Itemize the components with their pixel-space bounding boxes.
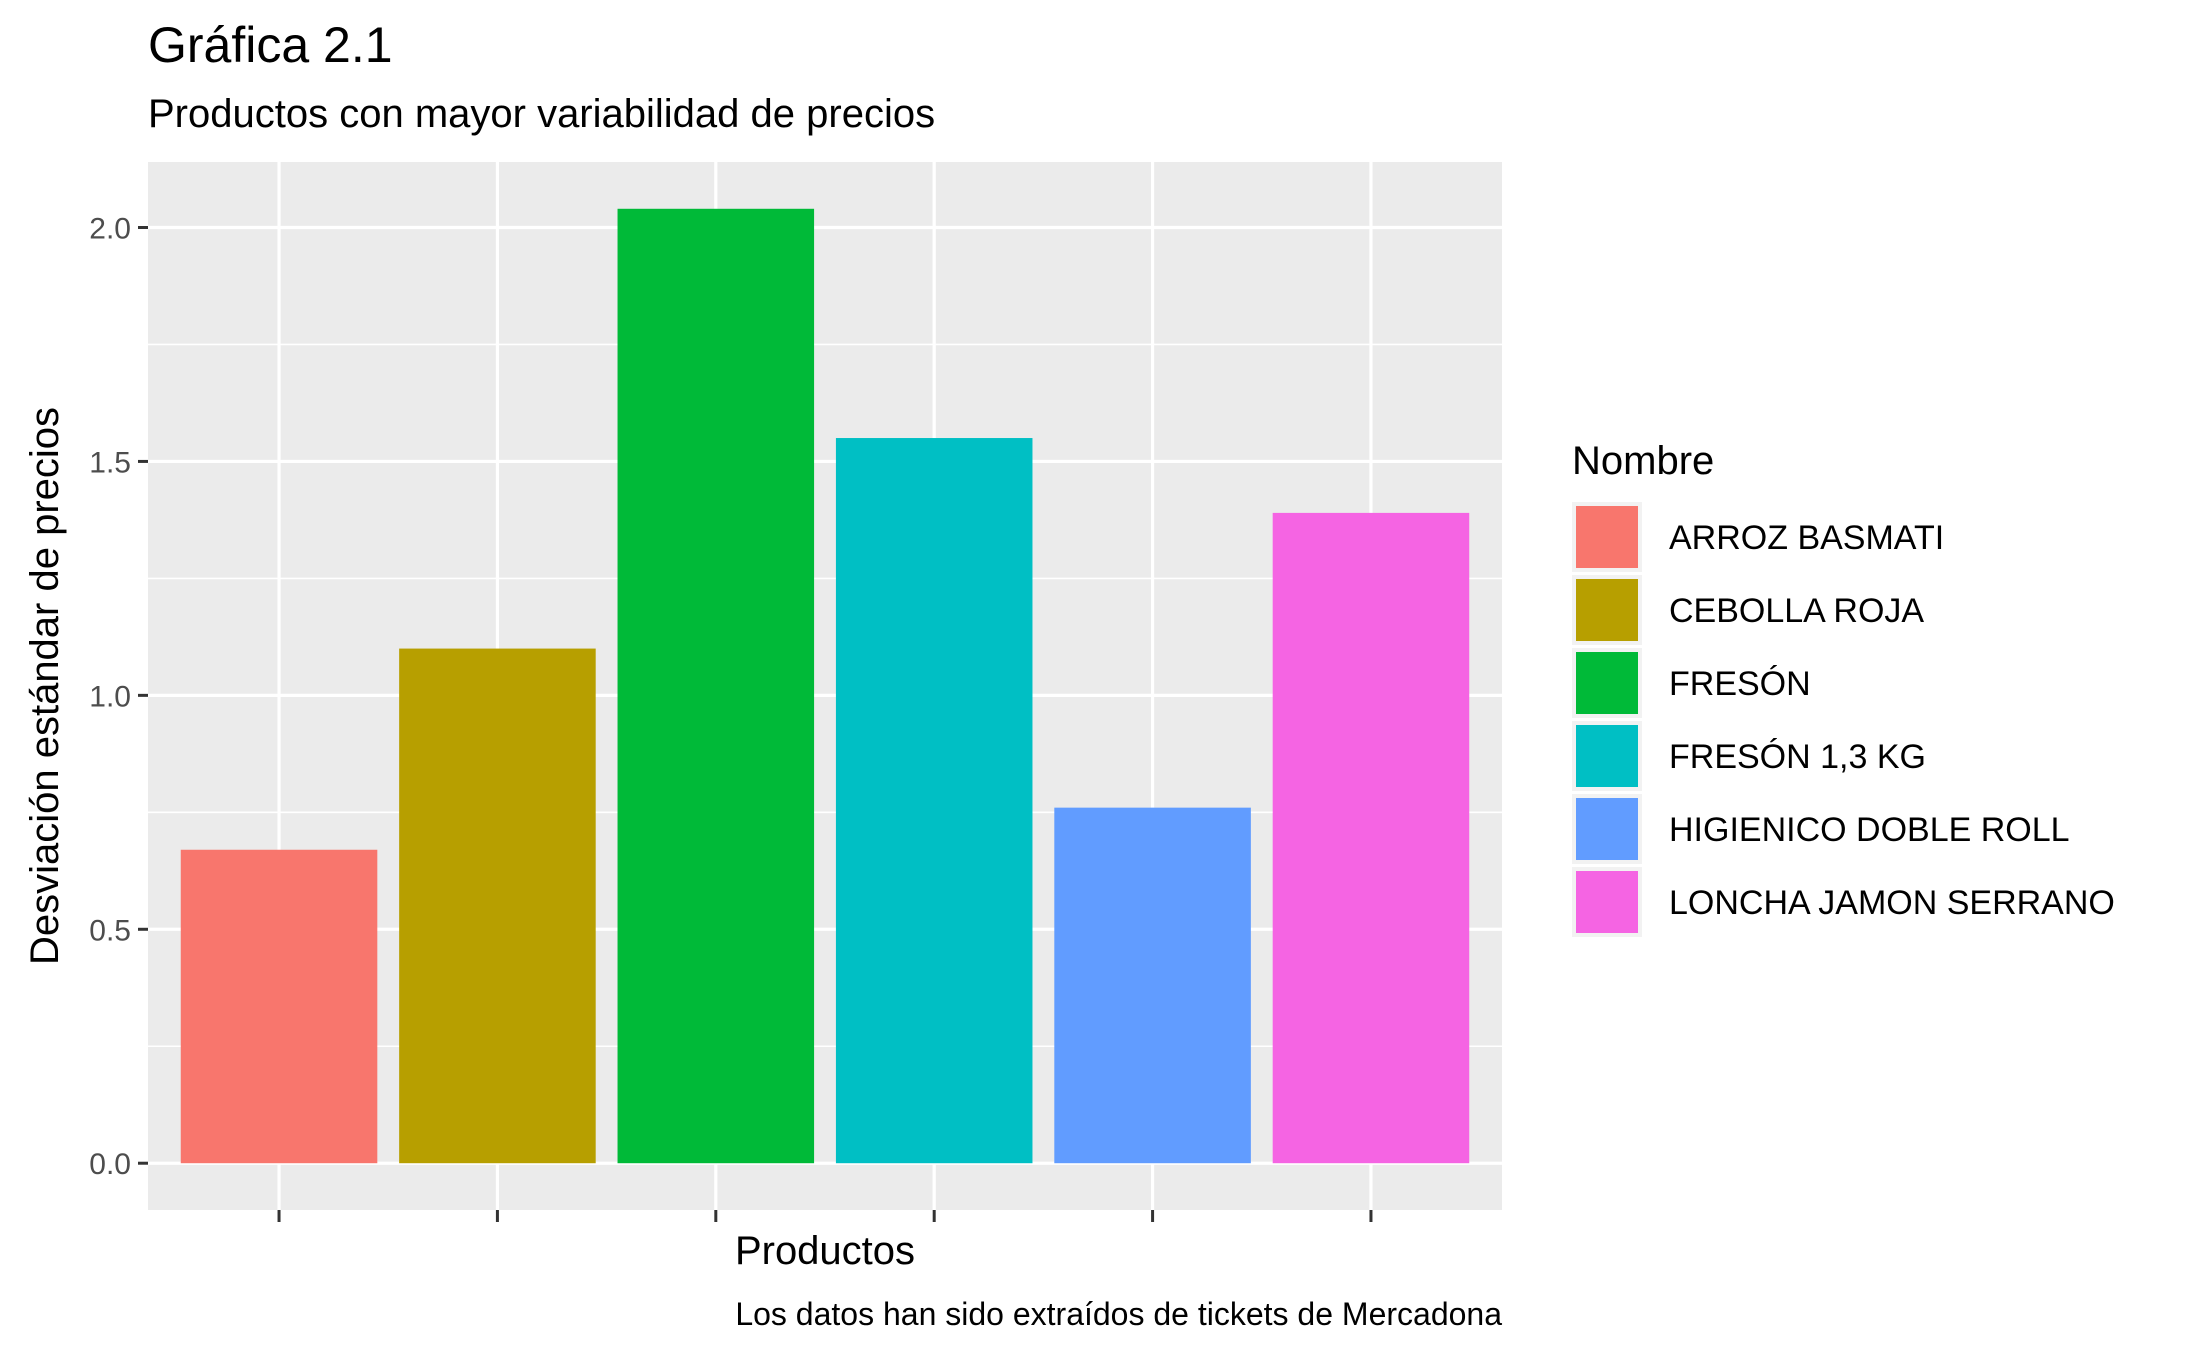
legend-label: FRESÓN (1669, 665, 1811, 703)
x-axis (277, 1210, 1373, 1222)
legend-swatch (1576, 798, 1638, 860)
bar (1054, 807, 1251, 1164)
legend-swatch (1576, 871, 1638, 933)
legend-label: HIGIENICO DOBLE ROLL (1669, 811, 2070, 849)
legend-label: ARROZ BASMATI (1669, 519, 1944, 557)
legend-label: LONCHA JAMON SERRANO (1669, 884, 2115, 922)
legend-swatch (1576, 506, 1638, 568)
y-tick-label: 0.0 (89, 1148, 131, 1181)
legend-swatch (1576, 579, 1638, 641)
legend-swatch (1576, 725, 1638, 787)
y-axis: 0.0 0.5 1.0 1.5 2.0 (89, 213, 148, 1181)
legend: Nombre ARROZ BASMATI CEBOLLA ROJA FRESÓN FR… (1572, 439, 2115, 937)
bar (1272, 512, 1470, 1164)
y-tick-label: 0.5 (89, 914, 131, 947)
legend-items: ARROZ BASMATI CEBOLLA ROJA FRESÓN FRESÓN 1,… (1572, 502, 2115, 937)
chart-subtitle: Productos con mayor variabilidad de prec… (148, 92, 935, 136)
bar (180, 849, 378, 1164)
y-tick-label: 2.0 (89, 213, 131, 246)
y-axis-title: Desviación estándar de precios (23, 407, 67, 965)
bar (835, 438, 1033, 1164)
legend-label: FRESÓN 1,3 KG (1669, 738, 1926, 776)
x-axis-title: Productos (735, 1229, 915, 1273)
legend-swatch (1576, 652, 1638, 714)
legend-title: Nombre (1572, 439, 1714, 483)
chart-title: Gráfica 2.1 (148, 17, 393, 73)
y-tick-label: 1.5 (89, 446, 131, 479)
bar (617, 208, 815, 1164)
bars (180, 208, 1470, 1164)
chart-caption: Los datos han sido extraídos de tickets … (735, 1296, 1502, 1332)
legend-label: CEBOLLA ROJA (1669, 592, 1924, 630)
bar (399, 648, 596, 1164)
y-tick-label: 1.0 (89, 680, 131, 713)
